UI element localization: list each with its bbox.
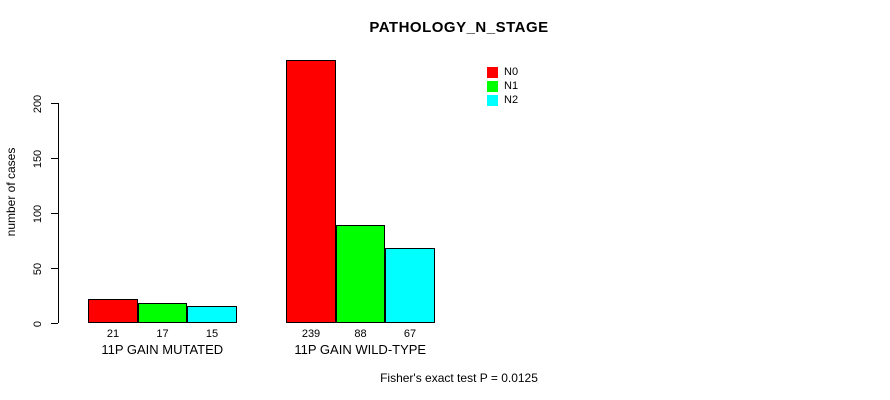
x-category-label: 11P GAIN WILD-TYPE xyxy=(294,342,427,357)
legend-item-n0: N0 xyxy=(487,65,518,79)
legend-label: N0 xyxy=(504,65,519,78)
bar-value-label: 67 xyxy=(403,328,417,340)
bar-value-label: 239 xyxy=(301,328,321,340)
bar-value-label: 21 xyxy=(106,328,120,340)
legend-label: N1 xyxy=(504,79,519,92)
bar-n1-wild-type xyxy=(336,225,385,323)
bar-n1-mutated xyxy=(138,303,187,323)
y-axis-tick-label: 150 xyxy=(32,149,44,168)
x-category-label: 11P GAIN MUTATED xyxy=(101,342,224,357)
bar-value-label: 15 xyxy=(205,328,219,340)
y-axis-tick-label: 0 xyxy=(32,320,44,327)
legend-item-n2: N2 xyxy=(487,93,518,107)
bar-n2-mutated xyxy=(187,306,237,323)
bar-n2-wild-type xyxy=(385,248,435,323)
y-axis-tick xyxy=(51,103,58,104)
chart-title: PATHOLOGY_N_STAGE xyxy=(369,19,549,36)
y-axis-tick xyxy=(51,268,58,269)
legend-swatch-n0 xyxy=(487,66,498,78)
legend-item-n1: N1 xyxy=(487,79,518,93)
legend: N0 N1 N2 xyxy=(487,65,518,107)
bar-n0-wild-type xyxy=(286,60,336,323)
y-axis-tick xyxy=(51,158,58,159)
y-axis-tick-label: 200 xyxy=(32,94,44,113)
legend-swatch-n1 xyxy=(487,80,498,92)
bar-n0-mutated xyxy=(88,299,138,323)
y-axis-tick-label: 100 xyxy=(32,204,44,223)
y-axis-tick xyxy=(51,323,58,324)
y-axis-line xyxy=(58,103,59,323)
legend-swatch-n2 xyxy=(487,94,498,106)
fisher-test-annotation: Fisher's exact test P = 0.0125 xyxy=(380,371,538,385)
y-axis-tick-label: 50 xyxy=(32,262,44,275)
y-axis-tick xyxy=(51,213,58,214)
bar-value-label: 88 xyxy=(354,328,367,340)
legend-label: N2 xyxy=(504,93,519,106)
y-axis-title: number of cases xyxy=(4,147,18,237)
bar-value-label: 17 xyxy=(156,328,169,340)
